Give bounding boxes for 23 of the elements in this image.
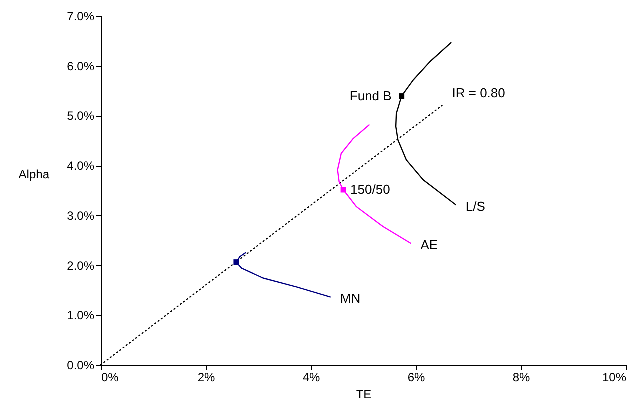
line-series bbox=[337, 124, 412, 244]
x-tick-label: 10% bbox=[602, 370, 627, 384]
series-label: IR = 0.80 bbox=[452, 86, 506, 101]
x-tick-label: 6% bbox=[408, 370, 426, 384]
y-tick-label: 6.0% bbox=[67, 59, 95, 74]
y-tick-label: 3.0% bbox=[67, 208, 95, 223]
series-label: AE bbox=[420, 237, 438, 252]
y-tick-label: 2.0% bbox=[67, 258, 95, 273]
x-tick-label: 8% bbox=[512, 370, 530, 384]
y-tick-label: 7.0% bbox=[67, 10, 95, 24]
x-axis-title: TE bbox=[356, 388, 372, 402]
series-label: MN bbox=[340, 291, 361, 306]
series-label: L/S bbox=[466, 198, 486, 214]
annotation: 150/50 bbox=[350, 182, 390, 197]
x-tick-label: 4% bbox=[302, 370, 320, 384]
x-tick-label: 2% bbox=[198, 370, 216, 384]
annotation: Fund B bbox=[350, 88, 392, 104]
x-tick-label: 0% bbox=[102, 370, 120, 384]
y-tick-label: 4.0% bbox=[67, 159, 95, 174]
y-tick-label: 0.0% bbox=[67, 358, 95, 372]
y-tick-label: 1.0% bbox=[67, 308, 95, 323]
y-axis-title: Alpha bbox=[18, 168, 50, 182]
y-tick-label: 5.0% bbox=[67, 109, 95, 124]
